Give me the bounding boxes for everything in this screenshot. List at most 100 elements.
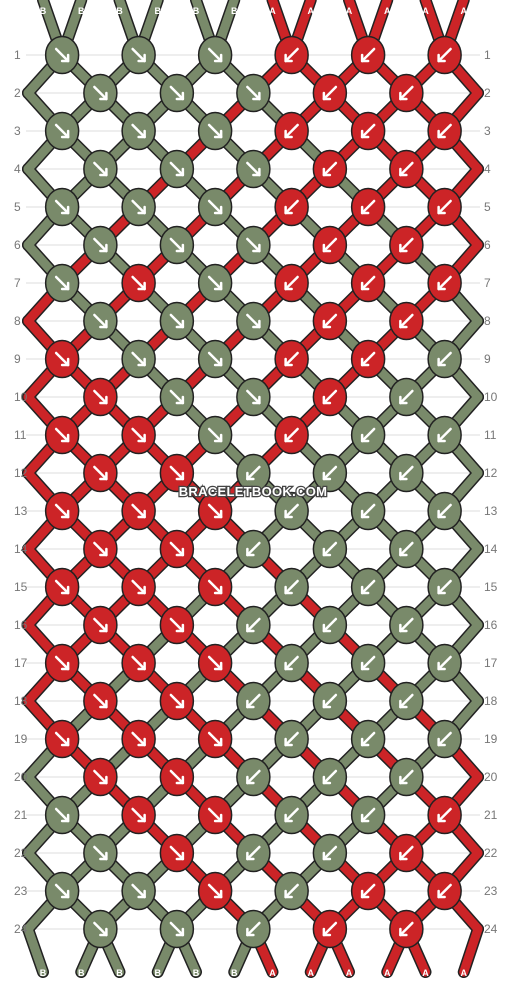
knot xyxy=(427,35,462,75)
arrow-head-icon xyxy=(60,205,70,215)
arrow-head-icon xyxy=(175,927,185,937)
arrow-head-icon xyxy=(213,585,223,595)
arrow-head-icon xyxy=(437,889,446,899)
arrow-icon xyxy=(437,807,452,823)
arrow-icon xyxy=(246,313,261,329)
row-number-right: 1 xyxy=(484,48,491,62)
arrow-head-icon xyxy=(175,851,185,861)
arrow-icon xyxy=(322,237,338,253)
knot xyxy=(274,795,309,835)
row-number-left: 4 xyxy=(14,162,21,176)
arrow-head-icon xyxy=(437,281,446,291)
arrow-head-icon xyxy=(437,509,446,519)
arrow-icon xyxy=(54,47,70,63)
knot xyxy=(83,301,118,341)
arrow-head-icon xyxy=(99,775,108,785)
arrow-icon xyxy=(54,503,70,519)
arrow-icon xyxy=(93,85,108,101)
row-number-right: 23 xyxy=(484,884,498,898)
knot xyxy=(427,111,462,151)
knot xyxy=(44,35,80,75)
strand-letter-top: B xyxy=(40,6,47,16)
knot xyxy=(236,757,271,797)
arrow-icon xyxy=(246,921,261,937)
arrow-icon xyxy=(93,693,108,709)
knot xyxy=(274,643,309,683)
arrow-icon xyxy=(437,731,452,747)
arrow-icon xyxy=(131,123,146,139)
arrow-icon xyxy=(399,921,414,937)
arrow-icon xyxy=(360,47,376,63)
knot xyxy=(197,567,233,607)
arrow-head-icon xyxy=(437,737,446,747)
arrow-head-icon xyxy=(252,167,261,177)
knot xyxy=(83,833,118,873)
knot xyxy=(121,35,156,75)
arrow-head-icon xyxy=(137,585,146,595)
row-number-right: 24 xyxy=(484,922,498,936)
arrow-icon xyxy=(284,351,299,367)
arrow-head-icon xyxy=(399,319,408,329)
arrow-icon xyxy=(399,465,414,481)
knot xyxy=(44,263,80,303)
arrow-head-icon xyxy=(322,851,332,861)
arrow-head-icon xyxy=(137,889,146,899)
arrow-head-icon xyxy=(213,509,223,519)
knot xyxy=(44,415,80,455)
knot xyxy=(389,681,424,721)
arrow-icon xyxy=(207,47,223,63)
arrow-icon xyxy=(93,617,108,633)
knot xyxy=(121,339,156,379)
arrow-icon xyxy=(399,161,414,177)
knot xyxy=(350,35,386,75)
arrow-head-icon xyxy=(137,661,146,671)
arrow-head-icon xyxy=(175,167,185,177)
knot xyxy=(83,529,118,569)
arrow-head-icon xyxy=(399,91,408,101)
arrow-head-icon xyxy=(60,737,70,747)
arrow-head-icon xyxy=(360,813,370,823)
arrow-icon xyxy=(207,807,223,823)
arrow-icon xyxy=(54,351,70,367)
arrow-head-icon xyxy=(137,509,146,519)
arrow-head-icon xyxy=(437,433,446,443)
knot xyxy=(197,263,233,303)
knot xyxy=(159,529,195,569)
knot xyxy=(197,795,233,835)
strand-letter-top: A xyxy=(308,6,315,16)
knot xyxy=(350,567,386,607)
knot xyxy=(274,567,309,607)
knot xyxy=(274,263,309,303)
arrow-icon xyxy=(93,769,108,785)
arrow-icon xyxy=(169,921,185,937)
row-number-left: 9 xyxy=(14,352,21,366)
knot xyxy=(312,377,348,417)
arrow-icon xyxy=(93,161,108,177)
knot xyxy=(389,757,424,797)
arrow-head-icon xyxy=(284,433,293,443)
knot xyxy=(44,871,80,911)
arrow-head-icon xyxy=(60,813,70,823)
arrow-head-icon xyxy=(213,433,223,443)
arrow-icon xyxy=(437,47,452,63)
strand-letter-bottom: A xyxy=(269,968,276,978)
knot xyxy=(427,567,462,607)
arrow-icon xyxy=(322,389,338,405)
arrow-head-icon xyxy=(175,243,185,253)
arrow-icon xyxy=(284,655,299,671)
arrow-head-icon xyxy=(60,129,70,139)
arrow-icon xyxy=(399,237,414,253)
knot xyxy=(427,871,462,911)
row-number-right: 17 xyxy=(484,656,498,670)
arrow-head-icon xyxy=(437,813,446,823)
row-number-left: 10 xyxy=(14,390,28,404)
knot xyxy=(121,491,156,531)
arrow-icon xyxy=(207,579,223,595)
arrow-head-icon xyxy=(284,53,293,63)
arrow-head-icon xyxy=(437,661,446,671)
strand-segment xyxy=(459,924,483,977)
arrow-head-icon xyxy=(322,547,332,557)
row-number-left: 24 xyxy=(14,922,28,936)
arrow-icon xyxy=(246,389,261,405)
